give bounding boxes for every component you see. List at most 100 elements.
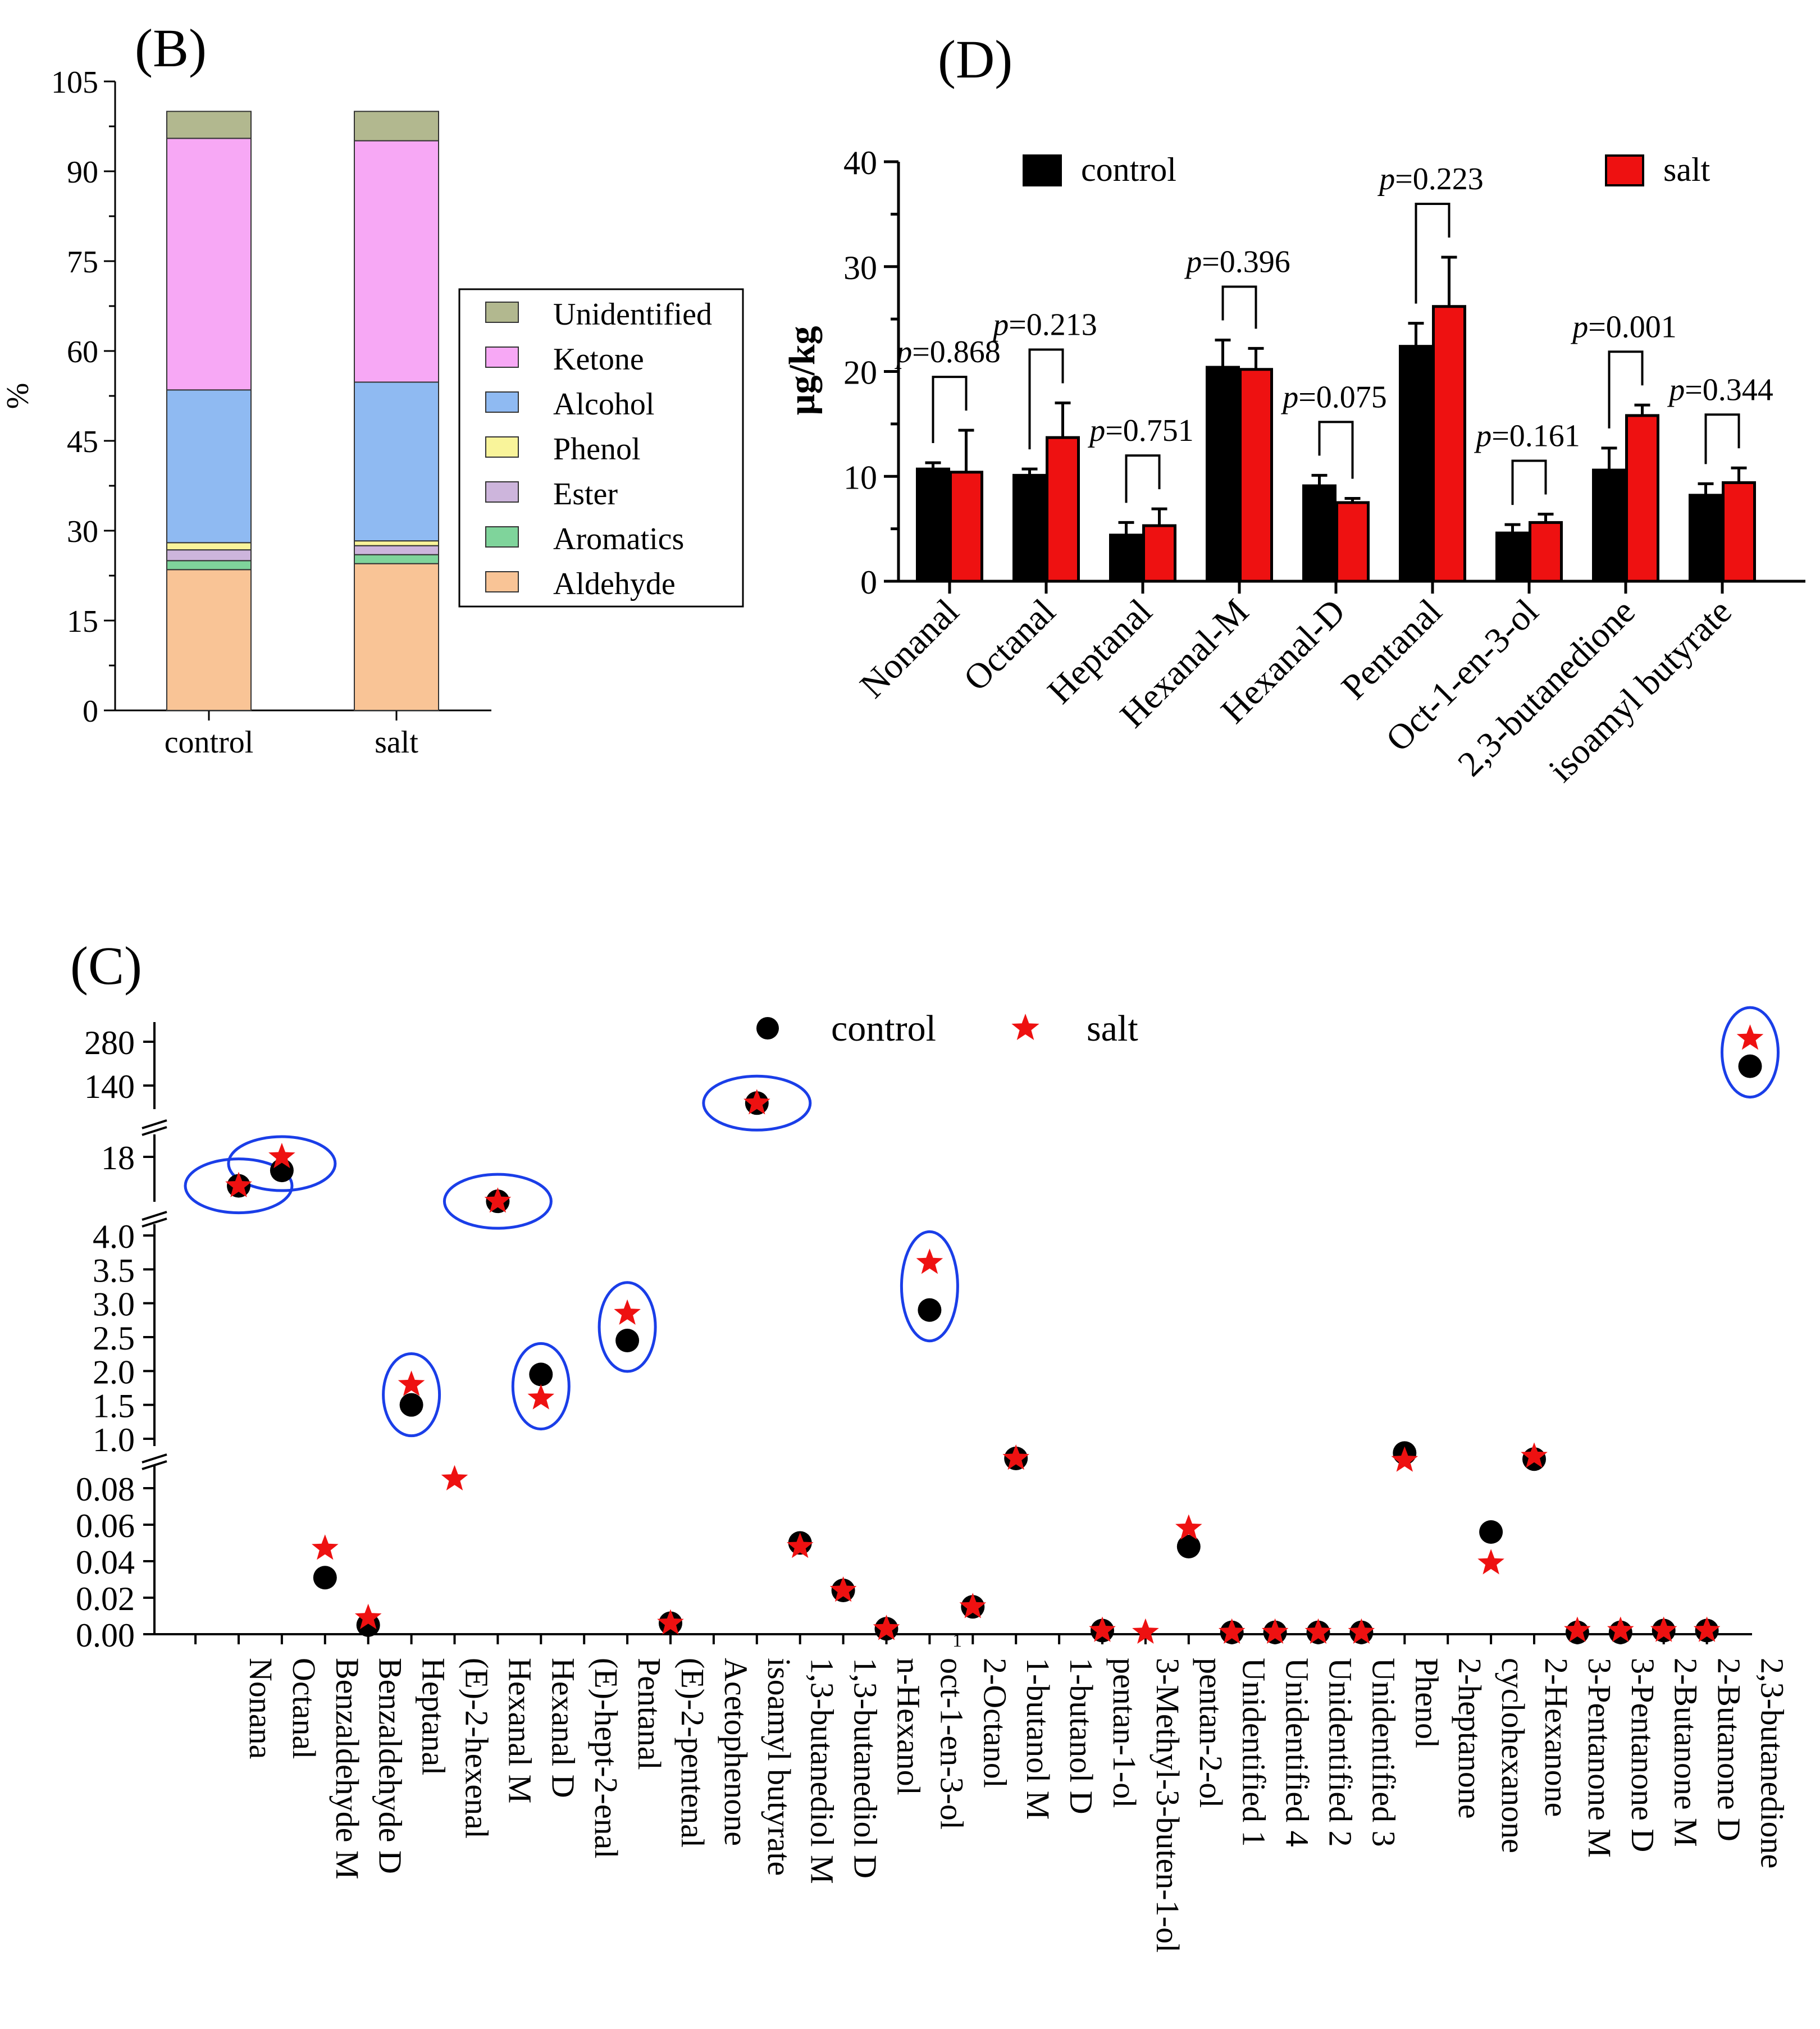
legend-swatch-phenol	[485, 436, 519, 458]
salt-point	[1607, 1616, 1634, 1642]
panel-b-label: (B)	[135, 18, 207, 78]
bar-segment-phenol	[166, 542, 252, 551]
p-value: =0.751	[1105, 413, 1194, 448]
y-tick-label: 105	[51, 65, 98, 100]
significance-bracket	[1221, 285, 1257, 329]
y-tick-label: 20	[843, 354, 877, 391]
salt-point	[354, 1603, 382, 1629]
bar-segment-aldehyde	[166, 569, 252, 711]
x-tick-label: pentan-2-ol	[1193, 1658, 1229, 1808]
control-point	[529, 1362, 553, 1387]
y-tick-label: 0.08	[76, 1471, 135, 1508]
p-symbol: p	[1184, 244, 1202, 279]
salt-point	[1391, 1446, 1418, 1472]
bar-control	[1302, 484, 1337, 583]
x-tick-label: 3-Pentanone D	[1625, 1658, 1661, 1852]
x-tick-label: 1,3-butanediol M	[804, 1658, 841, 1884]
y-tick-label: 18	[101, 1139, 135, 1177]
p-value: =0.344	[1685, 372, 1773, 407]
salt-point	[1218, 1618, 1246, 1644]
p-symbol: p	[991, 308, 1009, 343]
x-tick-label: Unidentified 3	[1365, 1658, 1402, 1847]
y-tick-label: 0.00	[76, 1617, 135, 1654]
x-tick-label: Pentanal	[631, 1658, 668, 1770]
bar-segment-alcohol	[354, 381, 439, 542]
legend-label-alcohol: Alcohol	[553, 387, 654, 422]
x-tick-label: Unidentified 1	[1236, 1658, 1272, 1847]
bar-segment-phenol	[354, 540, 439, 546]
x-tick-label: Unidentified 2	[1322, 1658, 1359, 1847]
highlight-ellipse	[1721, 1006, 1780, 1099]
bar-segment-unidentified	[166, 111, 252, 139]
highlight-ellipse	[511, 1342, 571, 1431]
legend-swatch-unidentified	[485, 302, 519, 323]
legend-label-control: control	[1081, 151, 1176, 188]
p-value: =0.868	[912, 335, 1001, 370]
x-tick-label: Acetophenone	[718, 1658, 754, 1846]
bar-salt	[1529, 521, 1563, 583]
bar-salt	[1142, 524, 1176, 583]
legend-marker-salt	[1011, 1014, 1039, 1040]
panel-c-label: (C)	[70, 936, 142, 996]
salt-point	[268, 1143, 295, 1169]
bar-control	[1689, 494, 1723, 583]
salt-point	[1175, 1514, 1202, 1540]
salt-point	[527, 1384, 555, 1410]
y-tick-label: 30	[843, 249, 877, 286]
axis-break-mark	[142, 1126, 167, 1136]
salt-point	[225, 1171, 252, 1197]
bar-salt	[1432, 305, 1466, 583]
salt-point	[1693, 1616, 1721, 1642]
bar-salt	[1722, 481, 1756, 583]
legend-label-control: control	[831, 1008, 936, 1049]
x-tick-label: 2-Butanone D	[1711, 1658, 1748, 1841]
highlight-ellipse	[227, 1135, 337, 1192]
highlight-ellipse	[184, 1157, 294, 1215]
x-tick-label: 2-Octanol	[977, 1658, 1013, 1788]
legend-label-ester: Ester	[553, 477, 618, 512]
control-point	[399, 1393, 423, 1417]
salt-point	[959, 1593, 987, 1618]
axis-break-mark	[142, 1453, 167, 1463]
p-symbol: p	[1280, 380, 1298, 414]
legend-label-phenol: Phenol	[553, 432, 641, 467]
bar-control	[1012, 473, 1047, 583]
salt-point	[398, 1370, 425, 1396]
legend-label-salt: salt	[1087, 1008, 1138, 1049]
salt-point	[614, 1299, 641, 1325]
y-tick-label: 3.5	[93, 1252, 135, 1289]
control-point	[1176, 1535, 1201, 1558]
y-tick-label: 0.04	[76, 1544, 135, 1581]
p-value-label: p=0.213	[991, 308, 1097, 343]
y-axis-label: µg/kg	[782, 326, 823, 415]
bar-segment-ketone	[354, 140, 439, 383]
x-tick-label: Phenol	[1408, 1658, 1445, 1748]
y-tick-label: 1.5	[93, 1388, 135, 1425]
salt-point	[786, 1533, 814, 1558]
x-tick-label: (E)-2-pentenal	[674, 1658, 711, 1848]
stray-tick-label: 1	[952, 1630, 962, 1651]
bar-control	[1206, 366, 1240, 583]
y-tick-label: 40	[843, 144, 877, 181]
p-value-label: p=0.161	[1474, 418, 1580, 453]
legend-label-salt: salt	[1663, 151, 1710, 188]
x-tick-label: n-Hexanol	[891, 1658, 927, 1795]
bar-control	[1399, 345, 1433, 583]
highlight-ellipse	[382, 1352, 441, 1438]
x-tick-label: control	[165, 725, 254, 760]
bar-segment-aromatics	[166, 560, 252, 571]
legend-label-unidentified: Unidentified	[553, 297, 712, 332]
x-tick-label: isoamyl butyrate	[761, 1658, 797, 1876]
p-value-label: p=0.751	[1087, 413, 1194, 448]
x-tick-label: 2-Hexanone	[1538, 1658, 1575, 1817]
p-value: =0.161	[1491, 418, 1580, 453]
p-value-label: p=0.396	[1184, 244, 1290, 279]
legend-swatch-control	[1023, 154, 1062, 186]
x-tick-label: Unidentified 4	[1279, 1658, 1316, 1847]
y-tick-label: 45	[67, 425, 98, 459]
bar-segment-aldehyde	[354, 563, 439, 712]
significance-bracket	[1704, 413, 1740, 464]
salt-point	[312, 1534, 339, 1560]
p-symbol: p	[894, 335, 912, 370]
panel-b-stacked-bar-chart: (B) 0 15 30 45 60 75 90 105% control salt Unidentif…	[1, 18, 744, 760]
